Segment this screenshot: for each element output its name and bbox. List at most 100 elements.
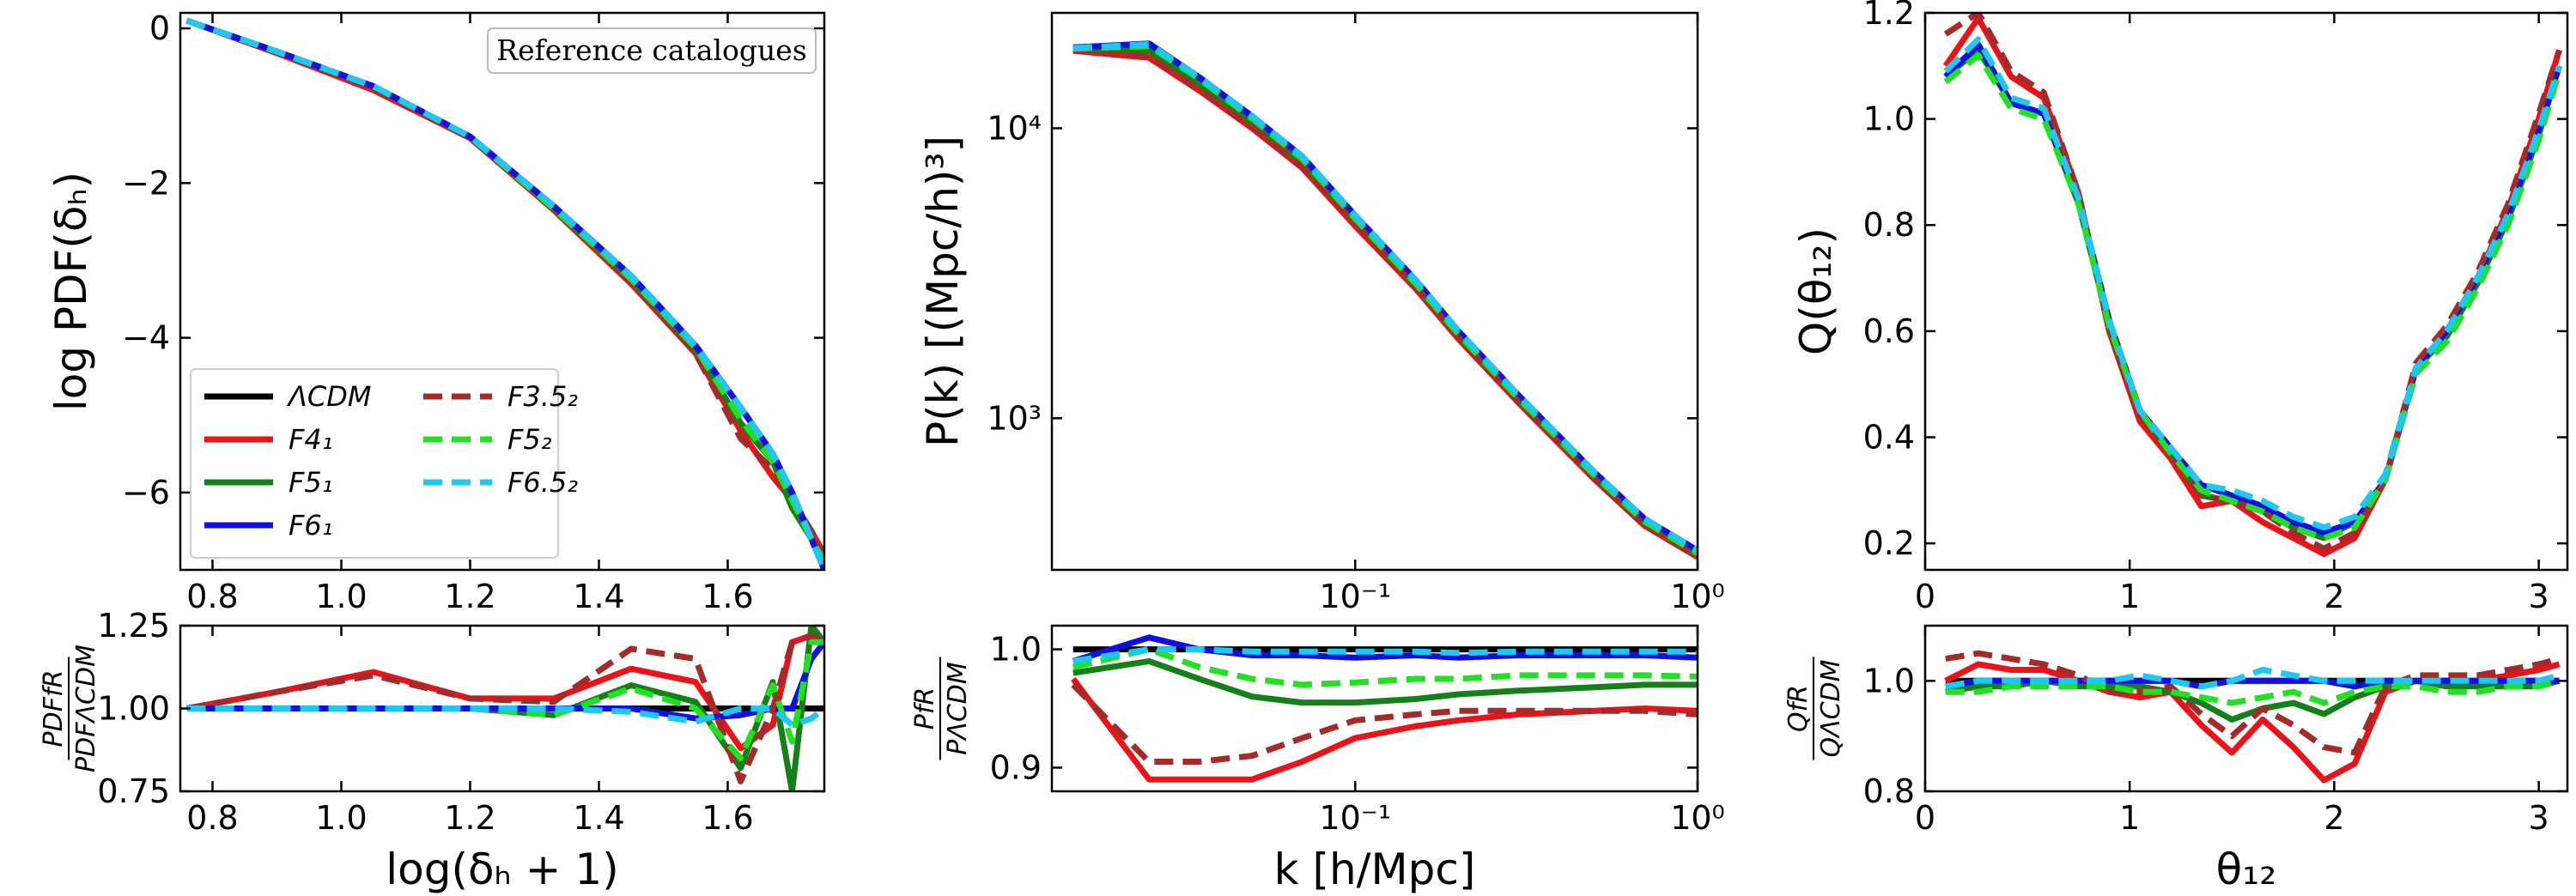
y-axis-label: Q(θ₁₂) xyxy=(1791,227,1841,355)
legend-label: ΛCDM xyxy=(286,380,371,413)
y-tick-label: 10³ xyxy=(987,399,1042,437)
panel: 0.8 1.0 1.2 1.4 1.6 0.75 1.00 1.25 log(δₕ + 1) PD… xyxy=(39,607,826,894)
x-tick-label: 2 xyxy=(2324,578,2344,615)
y-tick-label: 0.2 xyxy=(1863,524,1915,562)
x-axis-label: log(δₕ + 1) xyxy=(386,845,619,894)
y-axis-label: PDFfR PDFΛCDM xyxy=(39,645,101,772)
x-tick-label: 1.0 xyxy=(315,799,367,837)
x-tick-label: 3 xyxy=(2529,578,2549,615)
legend-label: F6.5₂ xyxy=(507,466,578,499)
legend-label: F3.5₂ xyxy=(507,380,578,413)
y-tick-label: 0.75 xyxy=(97,772,170,810)
axes-frame xyxy=(1923,11,2569,572)
x-axis-label: k [h/Mpc] xyxy=(1274,845,1476,894)
y-tick-label: 1.00 xyxy=(97,690,170,728)
axes-frame xyxy=(179,11,826,572)
y-tick-label: 0.4 xyxy=(1863,418,1915,456)
annotation: Reference catalogues xyxy=(496,33,807,67)
series-line xyxy=(1945,677,2561,706)
x-tick-label: 1.6 xyxy=(702,578,753,615)
x-tick-label: 10⁰ xyxy=(1670,578,1725,615)
y-label-numerator: PfR xyxy=(910,687,940,730)
x-tick-label: 2 xyxy=(2324,799,2344,837)
y-label-denominator: PDFΛCDM xyxy=(71,645,101,772)
series-line xyxy=(1072,646,1698,664)
y-axis-label: log PDF(δₕ) xyxy=(46,172,96,411)
series-line xyxy=(185,633,824,784)
plot-area xyxy=(1071,634,1698,783)
y-tick-label: 0.6 xyxy=(1863,312,1915,350)
y-tick-label: 1.25 xyxy=(97,607,170,645)
x-tick-label: 1 xyxy=(2119,799,2140,837)
legend-label: F5₂ xyxy=(507,423,552,456)
plot-area xyxy=(185,17,824,570)
y-axis-label: PfR PΛCDM xyxy=(910,657,973,760)
series-line xyxy=(1945,650,2561,756)
legend-label: F5₁ xyxy=(289,466,333,499)
y-tick-label: 0.8 xyxy=(1863,206,1915,244)
x-tick-label: 1.4 xyxy=(573,799,624,837)
panel: 10⁻¹ 10⁰ 0.9 1.0 k [h/Mpc] PfR PΛCDM xyxy=(910,624,1725,894)
series-line xyxy=(1943,51,2562,542)
x-tick-label: 0.8 xyxy=(186,799,238,837)
series-line xyxy=(1072,646,1698,688)
x-tick-label: 0 xyxy=(1915,578,1935,615)
series-line xyxy=(1072,657,1698,706)
legend: ΛCDM F4₁ F5₁ F6₁ F3.5₂ F5₂ F6.5₂ xyxy=(190,368,578,559)
axes-frame xyxy=(1050,11,1699,572)
x-tick-label: 1.2 xyxy=(444,578,495,615)
annotation-box xyxy=(487,27,817,74)
legend-label: F6₁ xyxy=(289,509,333,542)
y-tick-label: −4 xyxy=(122,319,170,357)
y-axis-label: P(k) [(Mpc/h)³] xyxy=(918,136,968,447)
y-tick-label: 1.0 xyxy=(1863,662,1915,699)
y-tick-label: 1.0 xyxy=(1863,100,1915,138)
y-label-denominator: PΛCDM xyxy=(943,662,973,755)
y-tick-label: 0 xyxy=(149,9,170,47)
x-tick-label: 0 xyxy=(1915,799,1935,837)
x-tick-label: 0.8 xyxy=(186,578,238,615)
series-line xyxy=(185,17,824,570)
y-tick-label: 1.0 xyxy=(990,631,1042,669)
x-tick-label: 1.0 xyxy=(315,578,367,615)
x-tick-label: 1.4 xyxy=(573,578,624,615)
plot-area xyxy=(1942,13,2562,557)
plot-area xyxy=(185,626,824,791)
y-label-numerator: PDFfR xyxy=(39,670,69,748)
panel: 0 1 2 3 0.2 0.4 0.6 0.8 1.0 1.2 Q(θ₁₂) xyxy=(1791,0,2569,615)
x-tick-label: 1 xyxy=(2119,578,2140,615)
series-line xyxy=(1072,41,1698,554)
panel: 10⁻¹ 10⁰ 10³ 10⁴ P(k) [(Mpc/h)³] xyxy=(918,11,1725,615)
series-line xyxy=(186,705,824,729)
y-label-denominator: QΛCDM xyxy=(1816,659,1846,757)
legend-label: F4₁ xyxy=(289,423,333,456)
panel: 0 1 2 3 0.8 1.0 θ₁₂ QfR QΛCDM xyxy=(1783,624,2569,894)
series-line xyxy=(1072,40,1698,554)
y-axis-label: QfR QΛCDM xyxy=(1783,657,1846,760)
y-label-numerator: QfR xyxy=(1783,685,1814,732)
y-tick-label: 10⁴ xyxy=(987,109,1042,147)
y-tick-label: −2 xyxy=(122,164,170,202)
plot-area xyxy=(1072,40,1698,560)
x-tick-label: 1.6 xyxy=(702,799,753,837)
x-tick-label: 10⁻¹ xyxy=(1319,799,1391,837)
legend-box xyxy=(190,368,559,559)
y-tick-label: −6 xyxy=(122,474,170,512)
series-line xyxy=(1943,36,2562,531)
series-line xyxy=(1071,682,1698,765)
y-tick-label: 0.8 xyxy=(1863,772,1915,810)
axes-frame xyxy=(1923,624,2569,793)
plot-area xyxy=(1944,650,2561,784)
series-line xyxy=(1072,41,1698,554)
x-tick-label: 10⁻¹ xyxy=(1319,578,1391,615)
x-tick-label: 1.2 xyxy=(444,799,495,837)
x-tick-label: 3 xyxy=(2529,799,2549,837)
series-line xyxy=(1072,46,1698,560)
y-tick-label: 0.9 xyxy=(990,748,1042,786)
panel: 0.8 1.0 1.2 1.4 1.6 0 −2 −4 −6 log PDF(δₕ) Referen… xyxy=(46,9,826,615)
axes-frame xyxy=(1050,624,1699,793)
x-axis-label: θ₁₂ xyxy=(2216,845,2277,894)
x-tick-label: 10⁰ xyxy=(1670,799,1725,837)
y-tick-label: 1.2 xyxy=(1863,0,1915,32)
